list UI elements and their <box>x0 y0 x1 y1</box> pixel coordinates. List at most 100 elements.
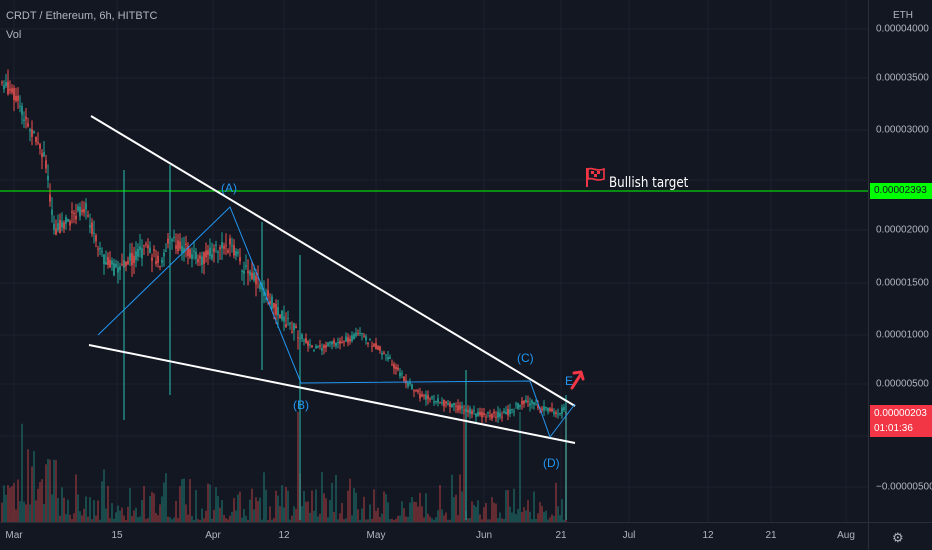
price-tick: 0.00001000 <box>876 329 929 341</box>
candle-body <box>197 258 199 263</box>
volume-bar <box>245 515 247 522</box>
volume-bar <box>407 516 409 522</box>
candle-body <box>85 203 87 210</box>
candle-body <box>415 390 417 392</box>
volume-bar <box>257 501 259 522</box>
volume-bar <box>471 501 473 522</box>
lower-trendline[interactable] <box>88 344 576 444</box>
candle-body <box>229 238 231 245</box>
volume-bar <box>205 510 207 522</box>
candle-body <box>277 307 279 316</box>
candle-body <box>125 262 127 267</box>
volume-bar <box>19 501 21 522</box>
candle-body <box>333 340 335 344</box>
price-tick: −0.00000500 <box>876 481 932 493</box>
volume-bar <box>157 515 159 522</box>
candle-body <box>159 265 161 267</box>
volume-bar <box>489 519 491 522</box>
candle-body <box>269 301 271 304</box>
volume-bar <box>491 497 493 522</box>
volume-bar <box>197 519 199 522</box>
candle-body <box>507 408 509 416</box>
volume-bar <box>469 517 471 522</box>
volume-bar <box>401 501 403 522</box>
time-tick: Apr <box>205 530 221 541</box>
candle-body <box>119 266 121 271</box>
volume-bar <box>209 484 211 522</box>
volume-bar <box>47 458 49 522</box>
candle-body <box>435 400 437 402</box>
candle-body <box>325 345 327 348</box>
candle-body <box>275 303 277 315</box>
volume-bar <box>109 518 111 522</box>
volume-bar <box>501 518 503 522</box>
volume-bar <box>461 491 463 522</box>
volume-bar <box>255 497 257 522</box>
bullish-target-label[interactable]: Bullish target <box>609 175 689 191</box>
volume-bar <box>369 504 371 522</box>
candle-body <box>407 382 409 387</box>
time-tick: Mar <box>5 530 23 541</box>
upper-trendline[interactable] <box>90 115 576 407</box>
wave-label-b[interactable]: (B) <box>293 398 309 412</box>
wave-label-c[interactable]: (C) <box>517 351 534 365</box>
volume-bar <box>447 519 449 522</box>
volume-bar <box>507 489 509 522</box>
volume-bar <box>39 481 41 522</box>
wave-label-e[interactable]: E <box>565 374 574 388</box>
symbol-title[interactable]: CRDT / Ethereum, 6h, HITBTC <box>6 10 158 22</box>
candle-body <box>429 398 431 400</box>
volume-bar <box>75 474 77 522</box>
volume-bar <box>383 491 385 522</box>
wave-label-a[interactable]: (A) <box>221 181 237 195</box>
candle-body <box>371 346 373 348</box>
volume-bar <box>227 519 229 522</box>
candle-body <box>155 261 157 264</box>
candle-body <box>397 367 399 370</box>
wave-pattern[interactable] <box>97 206 576 439</box>
volume-bar <box>411 497 413 522</box>
volume-bar <box>535 518 537 522</box>
volume-label[interactable]: Vol <box>6 29 22 41</box>
candle-body <box>129 253 131 261</box>
candle-body <box>209 247 211 257</box>
candle-body <box>151 257 153 261</box>
candle-body <box>175 245 177 249</box>
volume-bar <box>285 486 287 522</box>
volume-bar <box>435 517 437 522</box>
candle-body <box>313 349 315 351</box>
volume-bar <box>381 513 383 522</box>
time-axis[interactable] <box>0 522 868 550</box>
candle-body <box>321 348 323 351</box>
volume-bar <box>131 515 133 522</box>
volume-bar <box>105 508 107 522</box>
wave-label-d[interactable]: (D) <box>543 456 560 470</box>
candle-body <box>113 263 115 276</box>
price-tick: 0.00004000 <box>876 23 929 35</box>
candle-body <box>451 403 453 408</box>
volume-bar <box>63 497 65 522</box>
candle-body <box>289 323 291 325</box>
volume-bar <box>237 494 239 522</box>
candle-body <box>219 247 221 250</box>
volume-bar <box>13 483 15 522</box>
volume-bar <box>225 518 227 522</box>
candle-body <box>19 105 21 107</box>
candle-body <box>523 400 525 404</box>
volume-bar <box>357 509 359 522</box>
gear-icon[interactable]: ⚙ <box>892 530 904 545</box>
candle-body <box>29 129 31 132</box>
volume-bar <box>83 508 85 522</box>
candle-body <box>31 129 33 137</box>
volume-bar <box>33 451 35 522</box>
volume-bar <box>337 519 339 522</box>
candle-body <box>337 342 339 344</box>
time-tick: 21 <box>555 530 567 541</box>
candle-body <box>255 275 257 285</box>
volume-bar <box>539 502 541 522</box>
candle-body <box>287 318 289 320</box>
volume-bar <box>263 472 265 522</box>
symbol-header[interactable]: CRDT / Ethereum, 6h, HITBTC <box>6 9 157 23</box>
